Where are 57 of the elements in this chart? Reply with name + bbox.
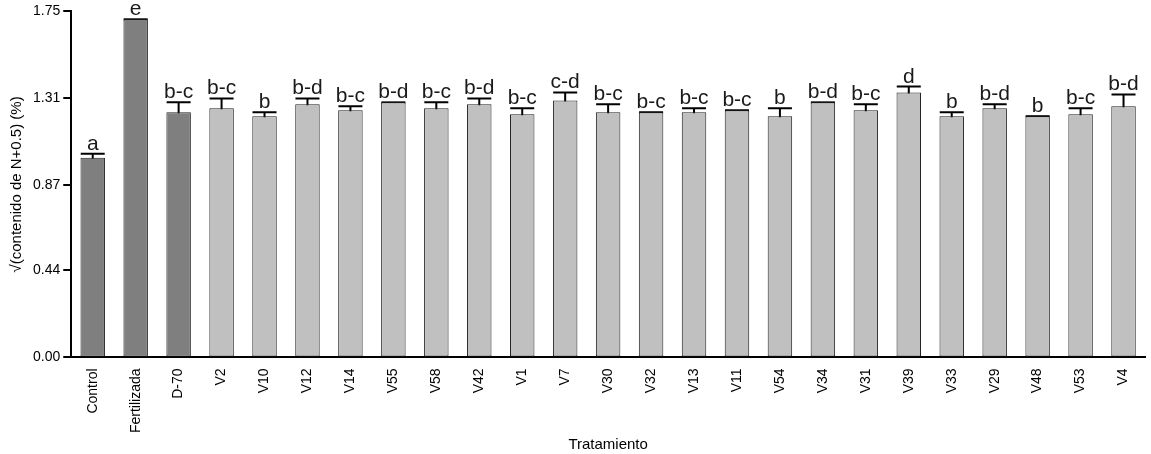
x-tick-label: V54 <box>770 368 787 394</box>
x-tick-label: V58 <box>427 368 444 394</box>
x-tick-label: V11 <box>727 368 744 393</box>
x-tick-label: Fertilizada <box>126 368 143 434</box>
x-tick-label: V14 <box>341 368 358 394</box>
x-tick-label: Control <box>83 368 100 414</box>
y-axis-title: √(contenido de N+0.5) (%) <box>7 96 25 273</box>
annotation: b-c <box>164 79 194 103</box>
annotation: b-c <box>1065 85 1096 109</box>
x-tick-label: V32 <box>641 368 658 394</box>
x-tick-label: V53 <box>1071 368 1088 394</box>
x-tick-label: V29 <box>985 368 1002 394</box>
x-tick-label: V48 <box>1028 368 1045 394</box>
annotation: b-c <box>636 89 666 113</box>
annotation: b <box>774 85 786 109</box>
annotation: b-d <box>292 75 323 99</box>
x-tick-label: V42 <box>470 368 487 394</box>
annotation: e <box>129 0 142 20</box>
annotation: b-c <box>335 83 366 107</box>
y-tick-label: 0.00 <box>33 348 61 365</box>
x-tick-label: V34 <box>813 368 830 394</box>
x-tick-label: V10 <box>255 368 272 394</box>
x-tick-label: V4 <box>1114 368 1131 386</box>
y-tick-label: 1.31 <box>33 89 61 106</box>
annotation: b-c <box>206 75 237 99</box>
x-tick-label: V55 <box>384 368 401 394</box>
annotation: b <box>945 89 958 113</box>
x-tick-label: V30 <box>598 368 615 394</box>
x-tick-label: V2 <box>212 368 229 386</box>
annotation: b-c <box>851 81 881 105</box>
annotation: c-d <box>550 69 580 93</box>
x-tick-label: V7 <box>556 368 573 386</box>
x-tick-label: V13 <box>684 368 701 394</box>
annotation: a <box>86 130 99 154</box>
y-tick-label: 0.44 <box>33 261 61 278</box>
x-tick-label: V12 <box>298 368 315 394</box>
annotation: b-c <box>722 87 752 111</box>
x-tick-label: D-70 <box>169 368 186 399</box>
y-tick-label: 0.87 <box>33 176 61 193</box>
annotation: b-c <box>593 81 623 105</box>
annotation: b <box>258 89 271 113</box>
annotation: b <box>1031 93 1044 117</box>
annotation: d <box>902 63 915 87</box>
annotation: b-d <box>807 79 839 103</box>
annotation: b-c <box>507 85 537 109</box>
x-tick-label: V33 <box>942 368 959 394</box>
x-tick-label: V39 <box>899 368 916 394</box>
annotation: b-d <box>464 75 495 99</box>
y-tick-label: 1.75 <box>33 2 61 19</box>
annotation: b-c <box>679 85 709 109</box>
annotation: b-d <box>1108 71 1139 95</box>
x-tick-label: V1 <box>513 368 530 386</box>
annotation: b-c <box>421 79 451 103</box>
annotation: b-d <box>979 81 1010 105</box>
annotation: b-d <box>378 79 409 103</box>
x-axis-title: Tratamiento <box>568 435 648 453</box>
x-tick-label: V31 <box>856 368 873 394</box>
